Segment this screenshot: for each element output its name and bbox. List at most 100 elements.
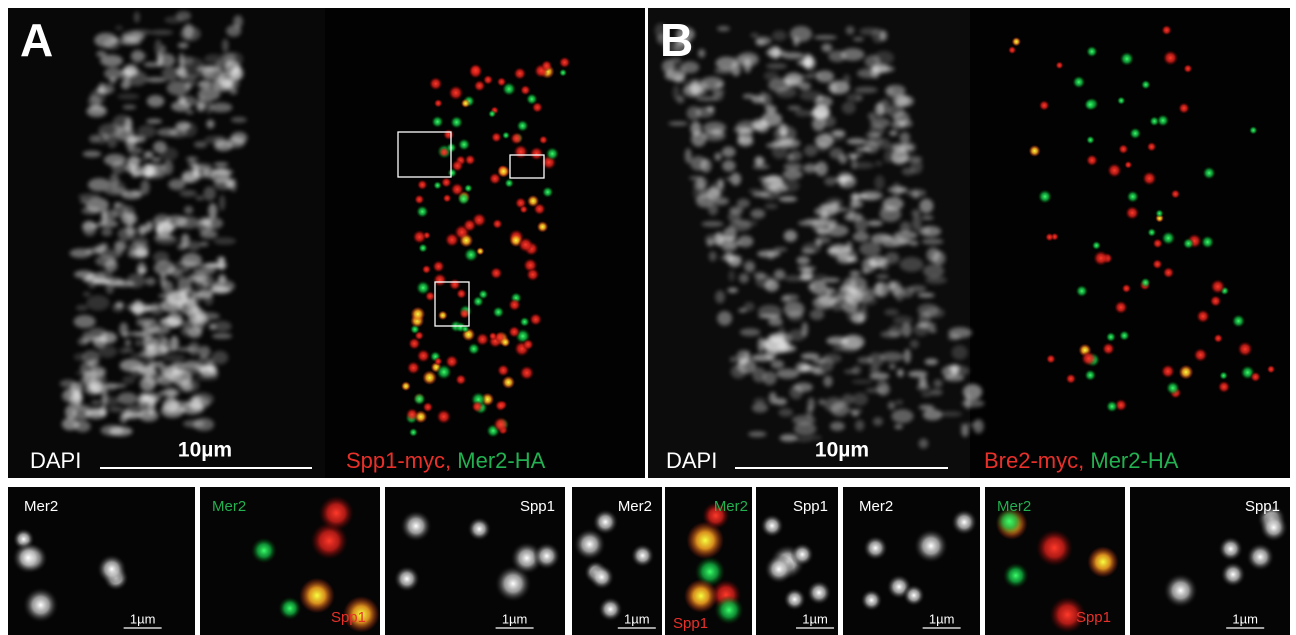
inset-label: Mer2 [997,498,1031,515]
focus [1117,96,1126,105]
focus [573,528,606,561]
chromatin [750,33,759,38]
chromatin [231,132,248,144]
chromatin [909,240,918,245]
chromatin [813,359,826,364]
chromatin [756,39,766,46]
focus [445,232,460,247]
chromatin [74,270,94,278]
chromatin [797,256,810,265]
scale-label: 1µm [624,611,650,626]
focus [490,267,503,280]
chromatin [195,365,217,372]
focus [1087,546,1118,577]
focus [497,364,510,377]
chromatin [158,223,176,232]
chromatin [115,26,123,31]
chromatin [849,155,857,160]
focus [1107,163,1122,178]
inset-label: Mer2 [618,498,652,515]
chromatin [694,180,706,191]
chromatin [194,141,207,148]
chromatin [210,286,230,294]
chromatin [925,276,947,284]
chromatin [790,26,812,42]
focus [434,357,443,366]
focus [1141,80,1151,90]
chromatin [117,392,137,404]
focus [423,402,434,413]
chromatin [737,136,753,147]
chromatin [167,267,182,276]
chromatin [222,39,229,52]
channel-label: DAPI [30,448,81,473]
chromatin [705,234,725,244]
chromatin [105,274,113,282]
chromatin [64,387,82,400]
focus [1232,314,1246,328]
chromatin [921,216,933,221]
focus [522,339,534,351]
focus [401,381,411,391]
chromatin [109,426,132,436]
chromatin [181,402,204,414]
chromatin [808,284,814,290]
chromatin [198,80,212,88]
channel-label: DAPI [666,448,717,473]
chromatin [197,312,220,320]
chromatin [852,393,868,406]
chromatin [889,364,896,370]
focus [542,186,554,198]
chromatin [776,87,797,98]
chromatin [853,37,864,41]
scale-label: 1µm [1232,611,1258,626]
focus [251,538,277,564]
chromatin [917,293,934,298]
chromatin [178,42,189,48]
chromatin [114,125,136,139]
chromatin [787,106,801,111]
focus [913,528,948,563]
chromatin [135,340,141,347]
chromatin [219,195,225,211]
chromatin [100,405,107,416]
chromatin [894,425,903,429]
chromatin [828,50,846,62]
chromatin [158,318,177,322]
focus [1183,64,1192,73]
chromatin [729,207,743,215]
chromatin [765,345,777,360]
chromatin [726,177,732,181]
chromatin [888,401,896,409]
focus [488,110,496,118]
chromatin [951,345,967,360]
chromatin [122,68,130,73]
chromatin [754,156,764,166]
chromatin [780,434,798,442]
chromatin [225,179,234,189]
chromatin [199,346,211,358]
focus [416,349,430,363]
focus [459,233,473,247]
focus [450,183,464,197]
chromatin [828,81,850,95]
focus [860,589,882,611]
focus [471,401,483,413]
chromatin [722,147,736,158]
chromatin [159,147,178,160]
chromatin [815,161,828,176]
focus [441,177,452,188]
chromatin [842,102,856,114]
chromatin [772,46,781,59]
chromatin [110,173,120,187]
focus [436,409,451,424]
focus [414,410,427,423]
focus [516,120,528,132]
chromatin [963,384,982,400]
chromatin [717,26,730,31]
focus [1106,400,1118,412]
focus [1201,235,1215,249]
focus [539,135,548,144]
chromatin [810,110,828,118]
focus [436,364,452,380]
